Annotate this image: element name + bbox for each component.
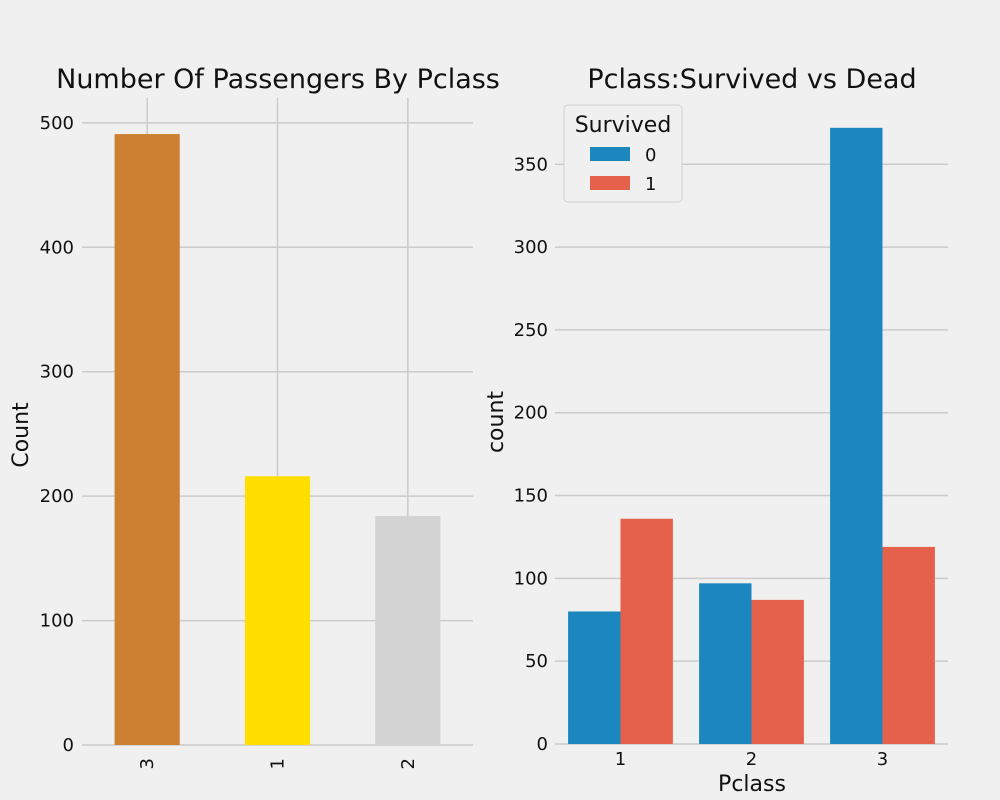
left-x-tick-label: 1 [268,758,289,769]
right-bar-pclass-2-survived-1 [751,599,804,744]
right-x-tick-label: 2 [746,749,757,770]
chart-passengers-by-pclass: 0 100 200 300 400 500 3 1 2 Number Of Passenger… [9,64,500,769]
left-bar-pclass-2 [375,516,441,745]
right-y-tick-label: 0 [537,734,548,755]
legend-title: Survived [575,113,672,138]
right-y-tick-label: 200 [514,403,548,424]
right-y-tick-label: 50 [525,651,548,672]
right-bar-pclass-3-survived-0 [830,127,883,745]
right-x-tick-labels: 1 2 3 [615,749,888,770]
chart-pclass-survived-vs-dead: 0 50 100 150 200 250 300 350 1 2 3 Pclass:Survive… [484,64,948,797]
right-y-tick-label: 150 [514,486,548,507]
left-x-tick-label: 2 [398,758,419,769]
left-y-tick-labels: 0 100 200 300 400 500 [40,113,74,756]
right-y-axis-label: count [484,391,509,453]
left-bars [114,134,441,745]
right-x-axis-label: Pclass [718,772,786,797]
right-chart-title: Pclass:Survived vs Dead [587,64,916,95]
right-bar-pclass-1-survived-1 [620,518,673,744]
left-y-tick-label: 200 [40,486,74,507]
right-y-tick-label: 300 [514,237,548,258]
legend-label-series-0: 0 [645,145,656,166]
legend: Survived 0 1 [563,104,683,203]
right-y-tick-label: 250 [514,320,548,341]
right-x-tick-label: 3 [877,749,888,770]
right-bar-pclass-1-survived-0 [568,611,621,744]
right-bar-pclass-2-survived-0 [699,583,752,744]
legend-label-series-1: 1 [645,174,656,195]
legend-swatch-series-1 [590,176,630,190]
right-y-tick-label: 100 [514,568,548,589]
left-y-tick-label: 0 [63,735,74,756]
left-bar-pclass-3 [114,134,180,745]
left-y-tick-label: 100 [40,611,74,632]
right-bars [568,127,935,745]
left-x-tick-label: 3 [137,758,158,769]
right-y-tick-labels: 0 50 100 150 200 250 300 350 [514,154,548,755]
left-y-axis-label: Count [9,402,34,468]
right-y-tick-label: 350 [514,154,548,175]
left-chart-title: Number Of Passengers By Pclass [56,64,500,95]
left-y-tick-label: 500 [40,113,74,134]
left-x-tick-labels: 3 1 2 [137,758,419,769]
left-y-tick-label: 400 [40,237,74,258]
left-bar-pclass-1 [244,476,311,745]
right-bar-pclass-3-survived-1 [882,546,935,744]
right-x-tick-label: 1 [615,749,626,770]
legend-swatch-series-0 [590,147,630,161]
left-y-tick-label: 300 [40,362,74,383]
